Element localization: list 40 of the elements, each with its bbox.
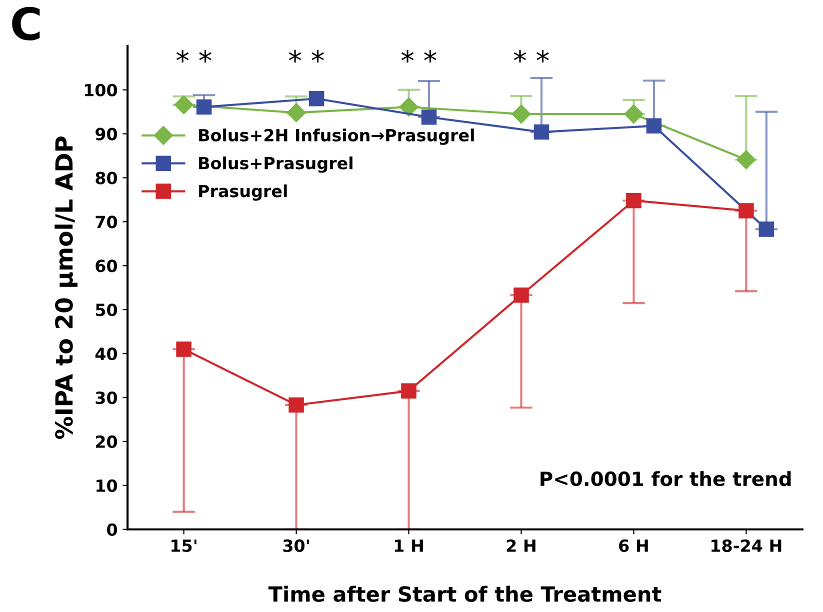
y-tick-label: 20 (96, 435, 118, 448)
point (401, 383, 416, 399)
point (736, 150, 756, 170)
y-tick-label: 90 (96, 128, 118, 140)
y-tick-label: 50 (96, 304, 118, 316)
annotation: * * (401, 50, 436, 63)
x-tick-label: 15' (172, 540, 196, 552)
x-tick-label: 2 H (506, 539, 536, 552)
annotation: P<0.0001 for the trend (540, 471, 791, 486)
y-tick-label: 10 (96, 479, 118, 492)
y-tick-label: 0 (107, 523, 118, 536)
y-tick-label: 40 (95, 348, 118, 360)
y-tick-label: 100 (84, 84, 118, 96)
point (174, 95, 194, 114)
x-tick-label: 6 H (619, 539, 648, 552)
point (286, 103, 306, 122)
point (514, 287, 529, 303)
point (626, 192, 642, 208)
x-axis-title: Time after Start of the Treatment (268, 586, 662, 602)
x-tick-label: 30' (283, 539, 309, 552)
annotation: * * (176, 50, 212, 63)
y-tick-label: 80 (96, 172, 118, 184)
y-tick-label: 60 (96, 260, 118, 272)
legend-label: Prasugrel (199, 184, 287, 201)
text: C (12, 6, 40, 40)
point (738, 203, 754, 218)
point (512, 104, 531, 124)
annotation: * * (288, 50, 324, 63)
legend-label: Bolus+2H Infusion→Prasugrel (199, 128, 474, 145)
x-tick-label: 1 H (394, 540, 423, 552)
point (176, 342, 192, 357)
legend-label: Bolus+Prasugrel (199, 156, 352, 173)
x-tick-label: 18-24 H (712, 539, 782, 552)
y-tick-label: 30 (96, 391, 118, 404)
y-axis-title: %IPA to 20 µmol/L ADP (54, 136, 78, 440)
y-tick-label: 70 (96, 216, 118, 228)
point (624, 104, 644, 124)
point (399, 97, 418, 117)
annotation: * * (514, 50, 549, 63)
point (288, 397, 304, 413)
